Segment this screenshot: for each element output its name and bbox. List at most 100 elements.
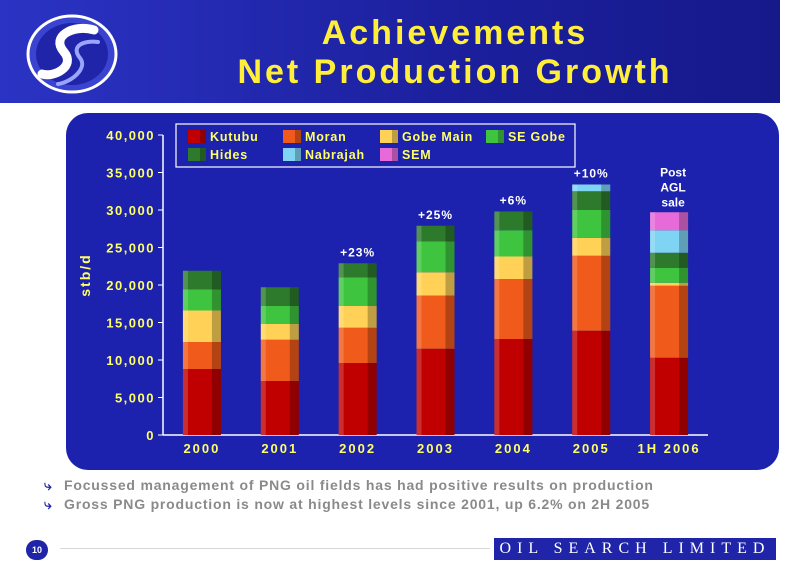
bar-segment-highlight <box>338 306 344 328</box>
bar-segment-shade <box>523 339 533 435</box>
bar-segment-shade <box>289 324 299 340</box>
legend-box <box>175 123 576 168</box>
legend-swatch-shade <box>498 130 504 143</box>
bar-segment-highlight <box>182 342 188 369</box>
curved-arrow-icon: ⤷ <box>44 477 53 493</box>
legend-swatch <box>188 148 206 161</box>
legend-label: Gobe Main <box>402 130 473 144</box>
bar-segment-shade <box>601 330 611 435</box>
bar-segment-shade <box>367 263 377 278</box>
bar-segment <box>338 363 377 435</box>
bar-segment <box>572 184 611 192</box>
bar-segment-highlight <box>416 225 422 242</box>
x-tick-label: 2004 <box>495 441 532 456</box>
bar-segment-highlight <box>494 256 500 279</box>
bar-segment-shade <box>679 285 689 358</box>
legend-label: Nabrajah <box>305 148 365 162</box>
bar-segment-highlight <box>650 282 656 286</box>
legend-swatch <box>283 148 301 161</box>
bar-segment <box>182 310 221 342</box>
x-tick-label: 1H 2006 <box>637 441 700 456</box>
bar-segment <box>494 211 533 231</box>
bar-segment <box>182 369 221 435</box>
bar-segment-highlight <box>494 339 500 435</box>
bar-segment <box>182 342 221 369</box>
bar-segment <box>650 282 689 286</box>
legend-swatch-shade <box>295 148 301 161</box>
bar-segment <box>260 287 299 306</box>
bar-segment-highlight <box>338 327 344 363</box>
bar-segment-shade <box>367 363 377 435</box>
bar-segment <box>338 263 377 278</box>
bar-segment-highlight <box>338 263 344 278</box>
bar-segment-shade <box>367 277 377 306</box>
bar-annotation: +25% <box>418 208 453 222</box>
bar-segment-highlight <box>182 369 188 435</box>
footer-brand: OIL SEARCH LIMITED <box>494 538 776 560</box>
bar-segment-highlight <box>416 348 422 435</box>
curved-arrow-icon: ⤷ <box>44 496 53 512</box>
y-tick-label: 10,000 <box>106 353 155 368</box>
bar-annotation: AGL <box>660 180 685 194</box>
header-gradient <box>0 0 780 103</box>
y-tick-label: 0 <box>146 428 155 443</box>
bar-segment-shade <box>601 184 611 192</box>
bar-segment-highlight <box>650 230 656 253</box>
bar-segment <box>260 324 299 340</box>
bar-segment-shade <box>523 230 533 257</box>
bar-segment-highlight <box>650 267 656 283</box>
chart-legend: Kutubu Moran Gobe Main SE Gobe Hides Nabrajah… <box>175 123 576 168</box>
bar-segment <box>182 289 221 311</box>
bar-segment <box>650 357 689 435</box>
bullet-text: Gross PNG production is now at highest l… <box>64 496 650 512</box>
bar-segment <box>494 230 533 257</box>
bar-segment <box>416 225 455 242</box>
bar-segment-shade <box>211 310 221 342</box>
legend-swatch-shade <box>392 130 398 143</box>
bar-segment-highlight <box>572 255 578 331</box>
legend-label: Moran <box>305 130 347 144</box>
bar-segment-highlight <box>338 277 344 306</box>
bar-segment-highlight <box>572 237 578 256</box>
chart-labels: 40,000 35,000 30,000 25,000 20,000 15,000 10,0… <box>77 128 700 456</box>
bar-segment-highlight <box>650 252 656 268</box>
bar-segment-shade <box>523 256 533 279</box>
bar-segment-highlight <box>494 211 500 231</box>
bar-segment <box>494 256 533 279</box>
bar-segment-highlight <box>572 184 578 192</box>
bullet-item: ⤷ Focussed management of PNG oil fields … <box>44 476 784 495</box>
x-tick-label: 2003 <box>417 441 454 456</box>
bar-segment <box>260 381 299 435</box>
bar-segment-shade <box>445 295 455 349</box>
bar-segment-shade <box>367 306 377 328</box>
bar-segment-shade <box>289 287 299 306</box>
bar-segment-highlight <box>182 270 188 290</box>
bar-segment-shade <box>367 327 377 363</box>
bar-segment-highlight <box>650 357 656 435</box>
bullet-list: ⤷ Focussed management of PNG oil fields … <box>44 476 784 514</box>
bar-segment-highlight <box>416 295 422 349</box>
bar-segment <box>182 270 221 290</box>
bar-segment-shade <box>601 191 611 210</box>
legend-swatch <box>380 148 398 161</box>
bar-segment-highlight <box>572 191 578 210</box>
page-number: 10 <box>26 540 48 560</box>
bar-segment-highlight <box>260 339 266 381</box>
bar-segment-shade <box>289 381 299 435</box>
bar-segment <box>416 348 455 435</box>
bar-segment-shade <box>445 241 455 273</box>
bar-segment <box>494 339 533 435</box>
company-logo-icon <box>26 14 118 94</box>
y-tick-label: 5,000 <box>115 391 155 406</box>
bar-segment-highlight <box>260 287 266 306</box>
bar-segment-highlight <box>572 210 578 238</box>
bar-annotation: +23% <box>340 245 375 259</box>
x-tick-label: 2001 <box>261 441 298 456</box>
y-axis-label: stb/d <box>77 253 93 296</box>
bar-segment-highlight <box>416 241 422 273</box>
bar-segment <box>416 241 455 273</box>
bar-segment-highlight <box>182 310 188 342</box>
bar-segment-shade <box>679 267 689 283</box>
bar-segment-highlight <box>494 230 500 257</box>
